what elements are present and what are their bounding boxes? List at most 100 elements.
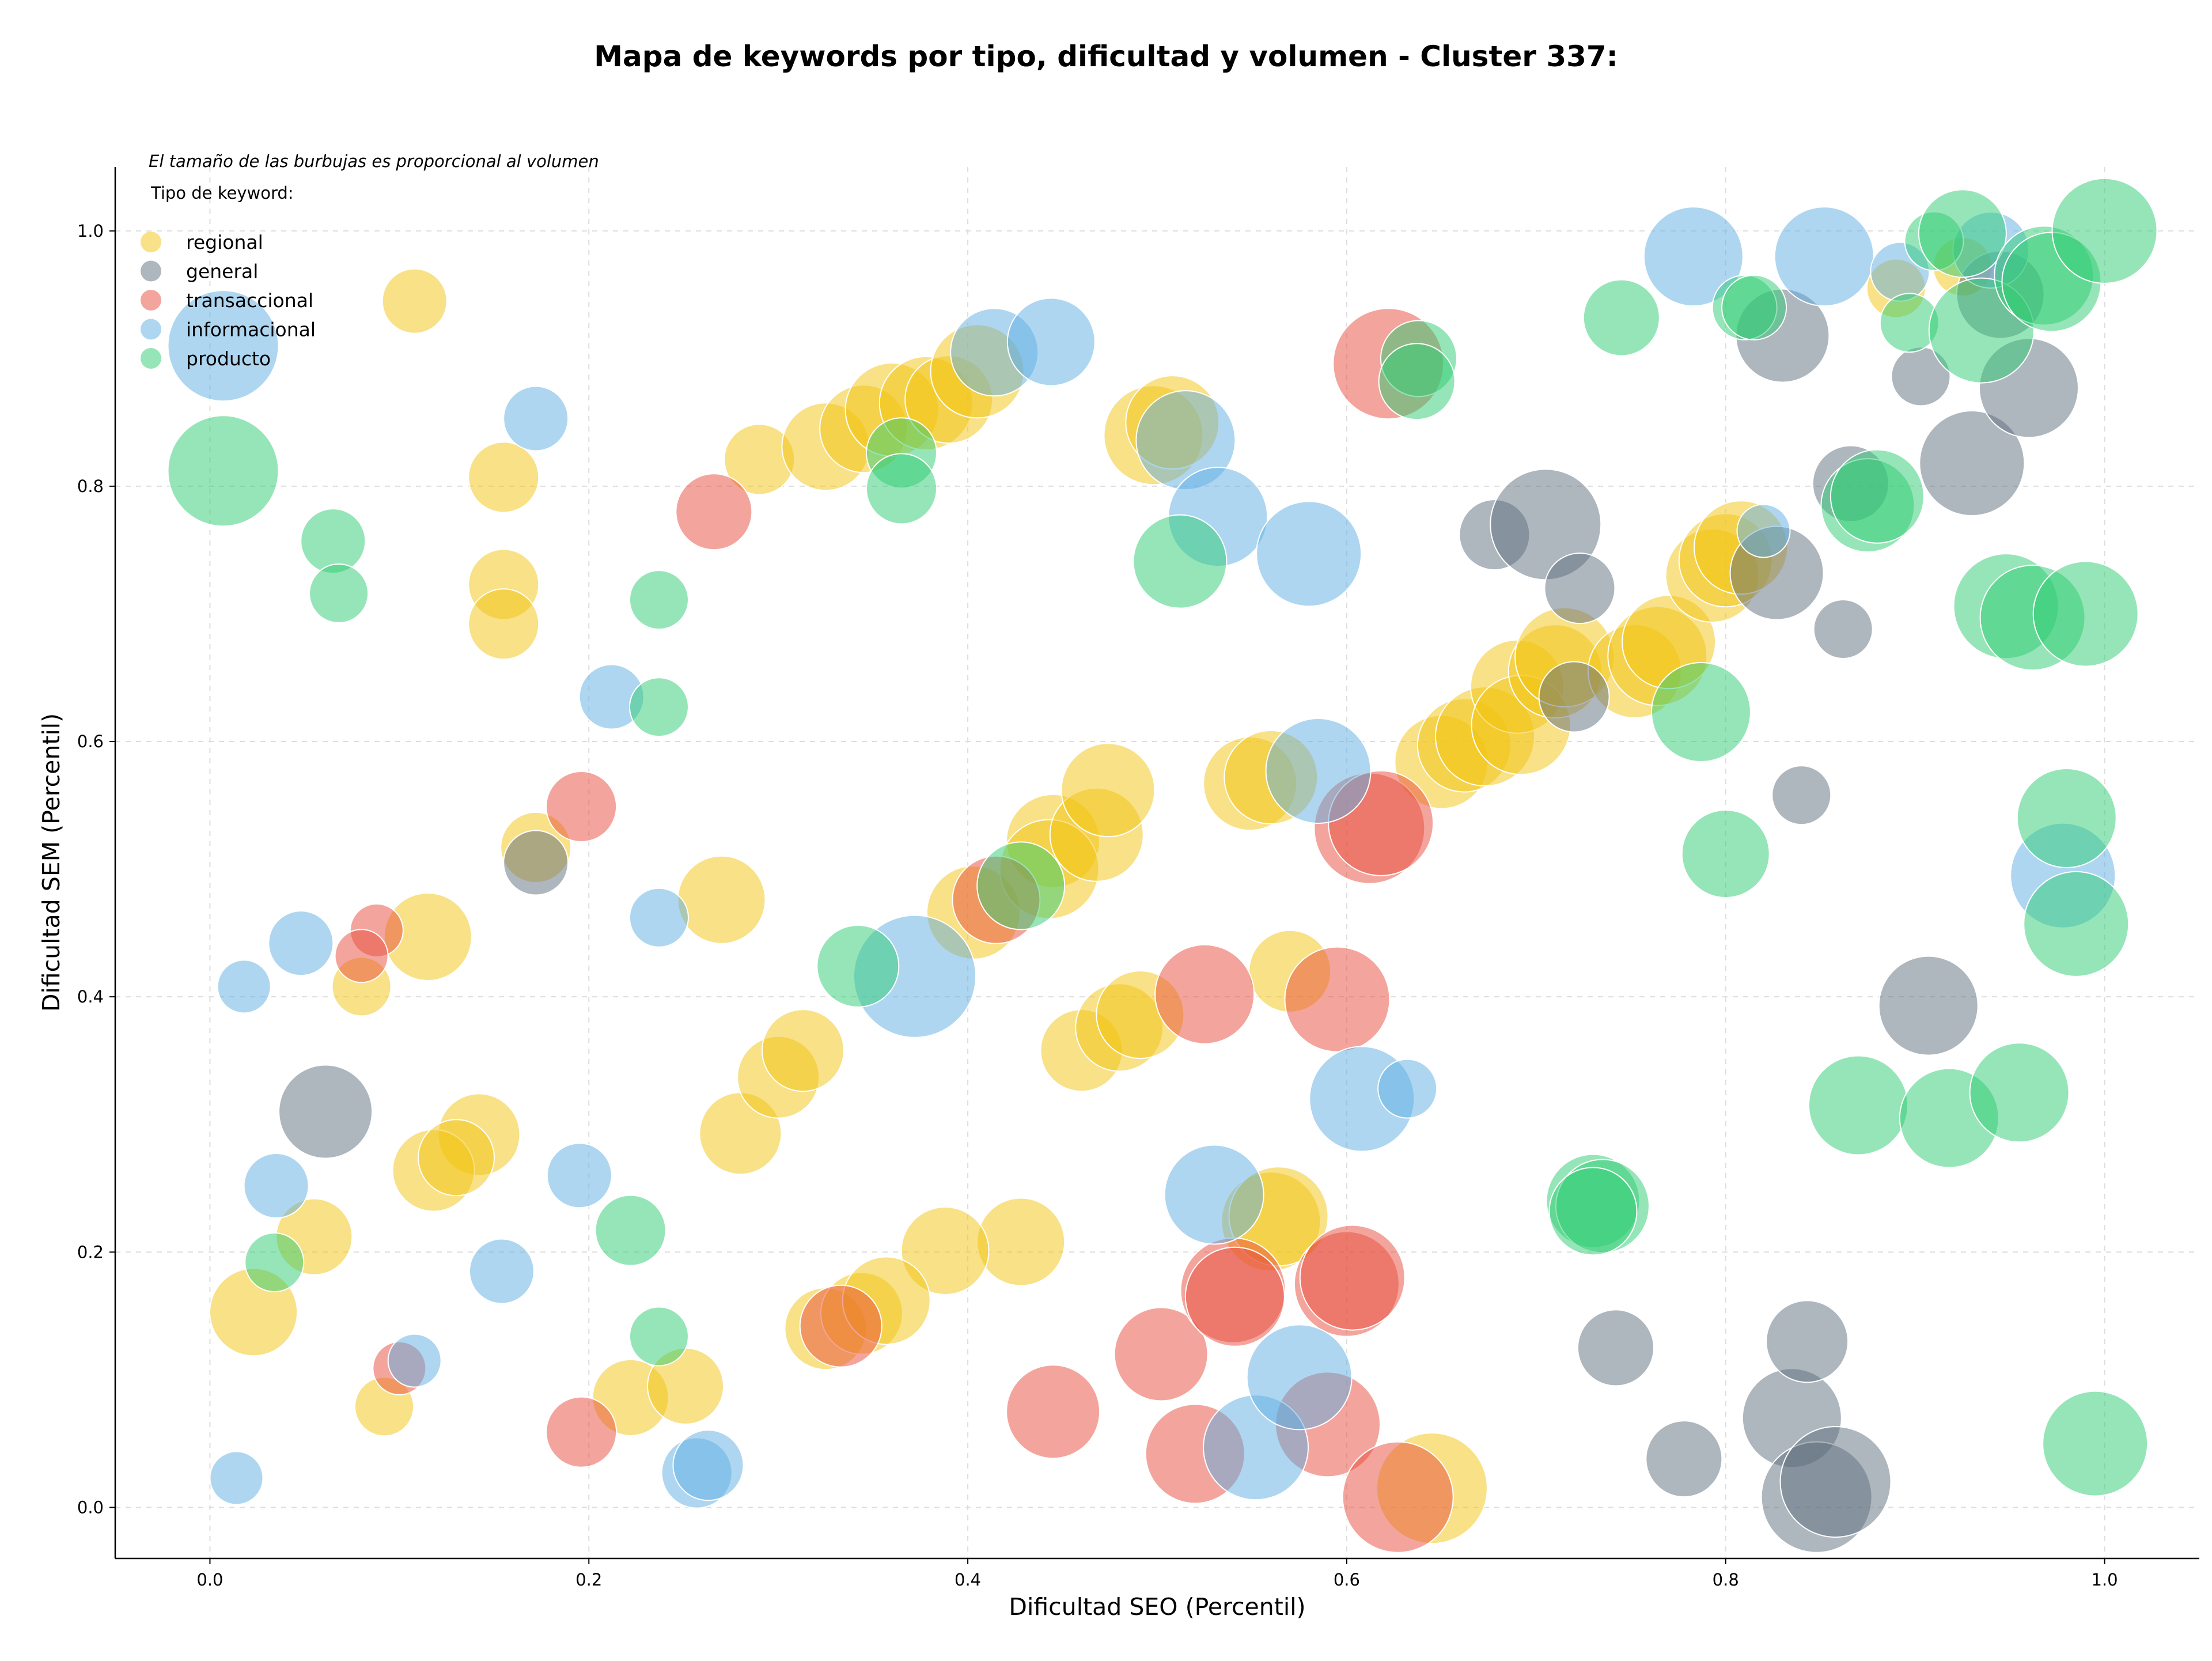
bubble-informacional — [1256, 501, 1362, 607]
legend-label-producto: producto — [186, 347, 271, 370]
bubble-transaccional — [1154, 944, 1255, 1045]
bubble-producto — [1830, 449, 1925, 544]
legend-marker-general — [141, 260, 161, 282]
series-informacional — [167, 206, 2116, 1509]
bubble-producto — [300, 508, 366, 574]
bubble-informacional — [1265, 717, 1372, 824]
bubble-informacional — [1164, 1144, 1264, 1245]
x-tick-label: 0.6 — [1334, 1570, 1360, 1590]
y-tick-label: 0.4 — [77, 987, 104, 1007]
bubble-regional — [761, 1009, 844, 1092]
legend-marker-informacional — [141, 319, 161, 340]
bubble-general — [1544, 553, 1616, 625]
y-tick-label: 0.8 — [77, 476, 104, 496]
legend-label-general: general — [186, 260, 258, 283]
legend-items: regional general transaccional informaciona… — [141, 231, 316, 370]
bubble-producto — [1721, 274, 1787, 340]
bubble-general — [1577, 1309, 1654, 1387]
bubble-transaccional — [546, 1396, 618, 1468]
y-tick-label: 0.6 — [77, 732, 104, 751]
bubble-general — [278, 1064, 373, 1159]
bubble-informacional — [546, 1142, 612, 1209]
bubble-producto — [1548, 1167, 1638, 1256]
bubble-producto — [1650, 662, 1751, 763]
bubble-general — [1779, 1426, 1892, 1538]
series-producto — [167, 177, 2158, 1497]
bubble-informacional — [1643, 206, 1744, 307]
bubble-transaccional — [1284, 946, 1391, 1053]
bubble-transaccional — [1184, 1246, 1285, 1347]
bubble-producto — [816, 924, 900, 1008]
bubble-producto — [1582, 279, 1660, 357]
bubble-general — [1538, 661, 1610, 733]
bubble-informacional — [243, 1153, 309, 1219]
bubble-producto — [309, 563, 369, 624]
bubble-producto — [628, 677, 689, 737]
bubble-transaccional — [1299, 1224, 1406, 1331]
bubble-transaccional — [546, 771, 618, 843]
y-tick-label: 0.0 — [77, 1497, 104, 1517]
bubble-producto — [2032, 561, 2139, 667]
bubble-producto — [1681, 809, 1770, 898]
bubble-informacional — [503, 385, 569, 452]
bubble-informacional — [268, 910, 334, 977]
legend-marker-producto — [141, 348, 161, 369]
bubble-regional — [418, 1119, 495, 1197]
y-tick-label: 1.0 — [77, 221, 104, 241]
bubble-transaccional — [675, 473, 753, 551]
bubble-regional — [976, 1197, 1066, 1287]
bubble-general — [1919, 410, 2025, 517]
ticks: 0.0 0.2 0.4 0.6 0.8 1.0 0.0 0.2 0.4 0.6 0.8 1.0 — [77, 221, 2118, 1590]
legend-label-regional: regional — [186, 231, 263, 253]
bubble-informacional — [1006, 297, 1096, 387]
bubble-informacional — [217, 959, 271, 1014]
bubble-general — [1645, 1420, 1723, 1498]
bubble-regional — [468, 588, 540, 660]
bubble-general — [503, 830, 569, 896]
bubble-informacional — [1774, 206, 1874, 307]
y-tick-label: 0.2 — [77, 1242, 104, 1262]
legend-marker-regional — [141, 232, 161, 252]
bubble-producto — [1918, 189, 2007, 278]
bubble-producto — [594, 1194, 666, 1266]
bubble-general — [1766, 1300, 1849, 1383]
legend-label-informacional: informacional — [186, 319, 316, 341]
bubble-producto — [244, 1232, 305, 1292]
bubble-producto — [1132, 514, 1228, 609]
x-tick-label: 0.2 — [575, 1570, 602, 1590]
bubble-informacional — [1246, 1324, 1353, 1431]
bubble-producto — [1969, 1042, 2070, 1143]
bubble-regional — [900, 1206, 990, 1296]
bubble-producto — [628, 1306, 689, 1367]
bubble-producto — [865, 453, 937, 525]
bubble-regional — [381, 268, 448, 334]
x-tick-label: 1.0 — [2091, 1570, 2118, 1590]
legend-title: Tipo de keyword: — [150, 183, 294, 203]
bubble-producto — [2042, 1390, 2149, 1497]
bubble-informacional — [628, 887, 689, 948]
bubble-producto — [2016, 767, 2117, 868]
volume-note: El tamaño de las burbujas es proporciona… — [149, 152, 599, 171]
bubble-producto — [2023, 871, 2130, 977]
chart-title: Mapa de keywords por tipo, dificultad y … — [594, 40, 1618, 73]
x-axis-label: Dificultad SEO (Percentil) — [1009, 1593, 1305, 1621]
bubble-producto — [2051, 177, 2158, 284]
legend: El tamaño de las burbujas es proporciona… — [141, 152, 599, 370]
legend-label-transaccional: transaccional — [186, 289, 313, 312]
bubble-general — [1771, 765, 1832, 826]
bubble-producto — [628, 570, 689, 630]
bubble-informacional — [1736, 504, 1791, 558]
bubble-general — [1878, 955, 1979, 1056]
x-tick-label: 0.0 — [196, 1570, 223, 1590]
bubble-producto — [976, 841, 1066, 930]
bubble-transaccional — [1006, 1364, 1101, 1459]
bubble-transaccional — [799, 1284, 882, 1368]
y-axis-label: Dificultad SEM (Percentil) — [37, 713, 65, 1012]
bubbles — [167, 177, 2158, 1553]
bubble-general — [1813, 599, 1873, 660]
bubble-producto — [1808, 1055, 1908, 1156]
bubble-informacional — [387, 1333, 442, 1388]
x-tick-label: 0.4 — [955, 1570, 981, 1590]
bubble-producto — [167, 415, 279, 527]
